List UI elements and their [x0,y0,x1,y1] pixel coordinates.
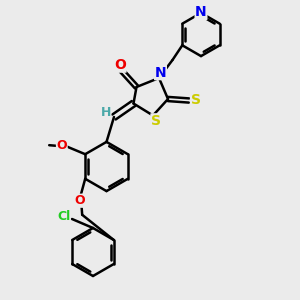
Text: Cl: Cl [57,209,70,223]
Text: O: O [56,139,67,152]
Text: H: H [100,106,111,119]
Text: N: N [195,5,207,19]
Text: S: S [190,94,201,107]
Text: N: N [155,66,166,80]
Text: O: O [114,58,126,72]
Text: S: S [151,114,161,128]
Text: O: O [74,194,85,207]
